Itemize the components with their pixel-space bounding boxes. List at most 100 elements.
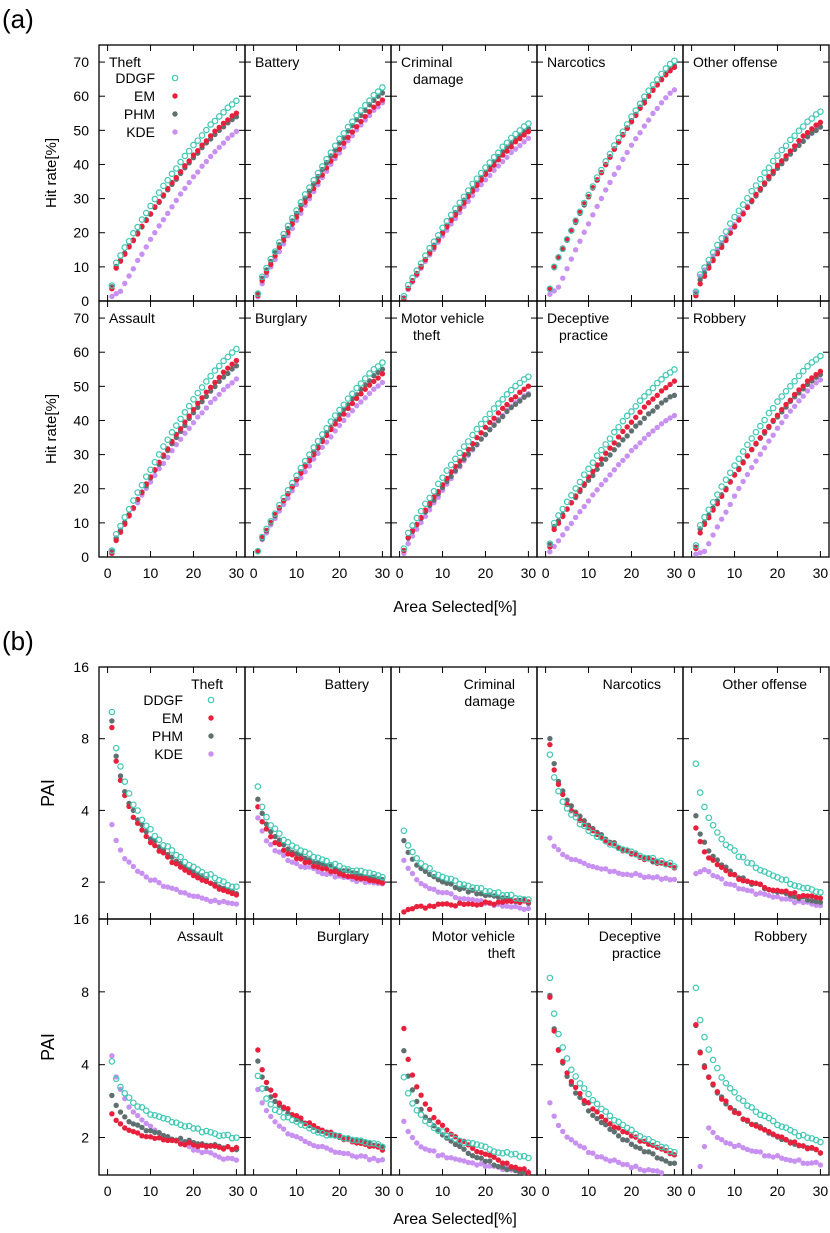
data-point-em — [426, 903, 433, 909]
y-axis-label-hit-rate: Hit rate[%] — [43, 394, 60, 464]
data-point-ddgf — [739, 201, 747, 208]
data-point-em — [766, 886, 772, 893]
panel-title: Other offense — [693, 54, 778, 70]
data-point-phm — [521, 1170, 527, 1176]
data-point-em — [160, 850, 167, 856]
data-point-kde — [650, 1168, 656, 1174]
data-point-kde — [791, 403, 798, 410]
data-point-em — [130, 814, 137, 821]
panel-title: Narcotics — [603, 676, 661, 692]
data-point-phm — [512, 401, 519, 408]
series-kde — [109, 821, 240, 907]
data-point-ddgf — [456, 449, 464, 457]
data-point-ddgf — [563, 236, 571, 243]
data-point-em — [474, 902, 480, 908]
data-point-ddgf — [280, 1114, 287, 1121]
data-point-ddgf — [121, 244, 129, 251]
data-point-kde — [186, 1143, 192, 1150]
data-point-kde — [628, 1164, 635, 1171]
data-point-em — [560, 1058, 566, 1065]
data-point-em — [173, 174, 179, 181]
data-point-phm — [504, 1166, 510, 1173]
data-point-ddgf — [318, 431, 326, 438]
data-point-ddgf — [409, 274, 416, 282]
data-point-em — [482, 1151, 489, 1157]
data-point-kde — [293, 860, 300, 867]
data-point-kde — [654, 874, 660, 880]
data-point-ddgf — [482, 887, 489, 895]
data-point-ddgf — [606, 150, 614, 158]
data-point-em — [787, 148, 794, 154]
data-point-ddgf — [598, 446, 605, 454]
data-point-em — [783, 888, 789, 894]
data-point-kde — [409, 1134, 416, 1141]
data-point-ddgf — [756, 1111, 764, 1119]
data-point-ddgf — [220, 878, 227, 885]
data-point-ddgf — [460, 443, 468, 450]
data-point-kde — [216, 391, 222, 398]
data-point-em — [637, 409, 643, 415]
data-point-ddgf — [778, 146, 786, 154]
data-point-ddgf — [164, 436, 172, 444]
data-point-kde — [594, 487, 600, 493]
data-point-ddgf — [653, 76, 661, 83]
data-point-phm — [628, 1141, 635, 1147]
data-point-ddgf — [117, 1083, 124, 1091]
data-point-phm — [491, 1162, 497, 1168]
data-point-phm — [487, 1158, 493, 1164]
data-point-kde — [718, 516, 725, 522]
data-point-em — [757, 1125, 763, 1131]
data-point-ddgf — [610, 428, 618, 436]
data-point-em — [323, 866, 330, 872]
data-point-ddgf — [550, 1010, 558, 1017]
figure-label-a: (a) — [2, 4, 34, 34]
data-point-phm — [645, 411, 652, 417]
data-point-kde — [585, 221, 592, 227]
data-point-ddgf — [598, 166, 605, 174]
data-point-kde — [787, 1157, 794, 1164]
data-point-kde — [555, 284, 562, 290]
data-point-kde — [190, 174, 197, 180]
data-point-em — [650, 396, 656, 402]
data-point-ddgf — [142, 473, 150, 480]
x-tick-label: 0 — [104, 565, 112, 581]
data-point-kde — [109, 821, 115, 828]
data-point-em — [229, 890, 235, 897]
data-point-kde — [469, 1160, 476, 1166]
series-kde — [401, 391, 532, 557]
data-point-ddgf — [181, 408, 189, 416]
data-point-ddgf — [623, 847, 631, 854]
data-point-ddgf — [748, 860, 756, 867]
panel-frame — [244, 300, 392, 558]
data-point-em — [117, 1121, 124, 1127]
data-point-em — [770, 417, 776, 424]
data-point-em — [113, 758, 119, 764]
data-point-em — [426, 1106, 433, 1112]
data-point-ddgf — [344, 1135, 352, 1142]
data-point-ddgf — [130, 801, 137, 809]
data-point-em — [796, 387, 802, 393]
data-point-ddgf — [512, 130, 519, 138]
data-point-em — [590, 1106, 596, 1112]
data-point-kde — [195, 893, 201, 900]
data-point-kde — [697, 1163, 703, 1170]
data-point-ddgf — [344, 123, 352, 131]
data-point-kde — [259, 1100, 265, 1106]
series-kde — [693, 377, 824, 557]
data-point-kde — [134, 1112, 141, 1119]
data-point-em — [345, 405, 351, 412]
panel-title: Narcotics — [547, 54, 605, 70]
data-point-em — [607, 1121, 613, 1127]
data-point-ddgf — [413, 1107, 421, 1114]
data-point-kde — [663, 418, 669, 424]
series-ddgf — [400, 373, 532, 552]
data-point-ddgf — [714, 1064, 721, 1072]
data-point-kde — [637, 1166, 643, 1172]
data-point-ddgf — [327, 418, 335, 425]
data-point-kde — [169, 204, 175, 210]
data-point-kde — [757, 1149, 763, 1155]
data-point-em — [551, 526, 557, 533]
data-point-kde — [603, 1156, 609, 1162]
data-point-em — [233, 1144, 240, 1151]
